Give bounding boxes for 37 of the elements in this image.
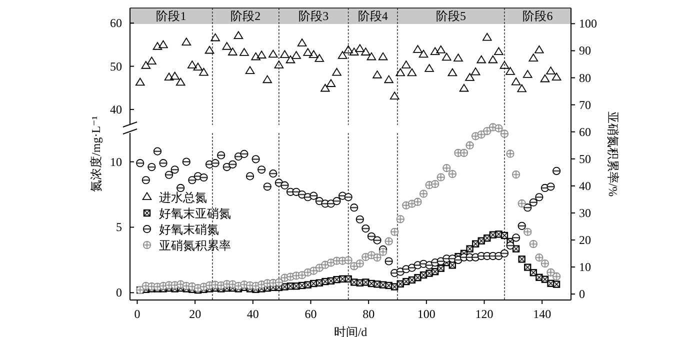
band-label: 阶段6 [522,9,553,23]
y2-tick-label: 40 [579,178,591,193]
y-tick-label: 10 [110,154,122,169]
legend-label: 好氧末硝氮 [159,222,219,236]
x-tick-label: 20 [189,307,202,321]
y-axis-title: 氮浓度/mg·L⁻¹ [89,116,103,192]
y2-tick-label: 10 [579,260,591,274]
y-tick-label: 50 [110,59,122,74]
y2-tick-label: 0 [579,287,585,302]
x-tick-label: 40 [246,307,259,321]
y2-tick-label: 60 [579,124,591,139]
y-tick-label: 40 [110,102,122,116]
y2-tick-label: 30 [579,206,591,220]
x-tick-label: 0 [134,307,140,321]
x-tick-label: 140 [533,307,552,321]
legend-label: 进水总氮 [159,190,207,204]
band-label: 阶段2 [230,9,261,23]
x-tick-label: 60 [304,307,317,321]
x-tick-label: 120 [475,307,494,321]
y2-axis-title: 亚硝氮积累率/% [606,111,620,197]
y2-tick-label: 20 [579,232,591,247]
legend-label: 好氧末亚硝氮 [159,206,231,220]
y2-tick-label: 90 [579,44,591,58]
band-label: 阶段3 [298,9,329,23]
y2-tick-label: 100 [579,16,597,31]
band-label: 阶段4 [358,9,388,23]
y2-tick-label: 70 [579,98,591,112]
x-tick-label: 100 [417,307,436,321]
legend-label: 亚硝氮积累率 [159,238,231,252]
y-tick-label: 5 [116,220,122,234]
y2-tick-label: 80 [579,70,591,85]
band-label: 阶段1 [156,9,186,23]
y2-tick-label: 50 [579,152,591,166]
band-label: 阶段5 [436,9,466,23]
y-tick-label: 0 [116,286,122,300]
x-tick-label: 80 [362,307,375,321]
y-tick-label: 60 [110,16,122,30]
